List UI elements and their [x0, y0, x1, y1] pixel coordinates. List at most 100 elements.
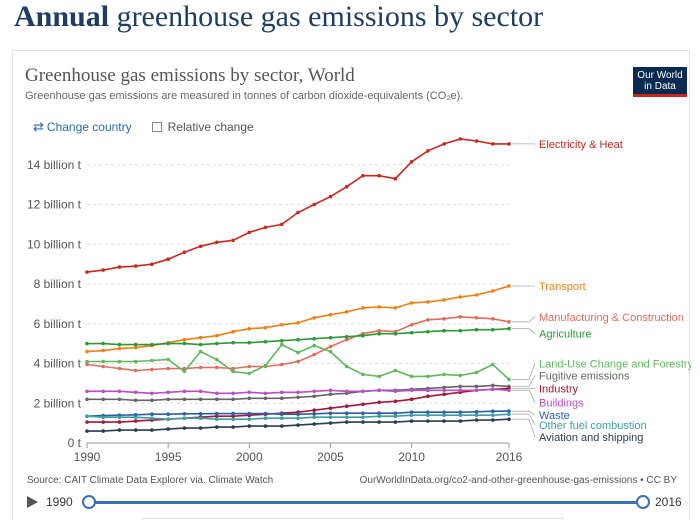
legend-connector: [512, 389, 536, 403]
data-point: [133, 264, 138, 268]
data-point: [150, 428, 154, 432]
data-point: [426, 410, 430, 415]
data-point: [133, 390, 138, 395]
data-point: [215, 414, 219, 419]
data-point: [198, 416, 203, 421]
data-point: [231, 340, 235, 345]
data-point: [296, 337, 300, 342]
data-point: [166, 417, 170, 422]
data-point: [442, 388, 446, 393]
data-point: [101, 359, 105, 364]
data-point: [507, 412, 511, 417]
data-point: [377, 411, 382, 416]
data-point: [85, 362, 89, 367]
owid-logo[interactable]: Our World in Data: [633, 67, 687, 97]
data-point: [393, 411, 398, 416]
data-point: [280, 222, 284, 227]
data-point: [312, 343, 317, 348]
data-point: [344, 184, 349, 189]
data-point: [85, 397, 89, 402]
data-point: [507, 409, 511, 414]
timeline-start-handle[interactable]: [82, 495, 96, 509]
page-heading-bold: Annual: [14, 0, 110, 33]
data-point: [344, 411, 349, 416]
data-point: [166, 366, 170, 371]
data-point: [409, 160, 414, 164]
data-point: [182, 416, 187, 421]
data-point: [426, 300, 430, 304]
data-point: [442, 410, 446, 415]
data-point: [296, 350, 300, 355]
data-point: [344, 364, 349, 369]
data-point: [166, 412, 170, 417]
data-point: [247, 371, 252, 376]
data-point: [133, 368, 138, 373]
data-point: [377, 400, 382, 405]
data-point: [426, 149, 430, 153]
data-point: [442, 392, 446, 397]
data-point: [361, 372, 365, 377]
data-point: [491, 142, 495, 146]
x-tick-label: 2000: [236, 450, 263, 464]
data-point: [458, 388, 463, 393]
data-point: [474, 384, 479, 389]
data-point: [361, 420, 365, 424]
data-point: [101, 429, 105, 433]
data-point: [85, 270, 89, 274]
data-point: [280, 390, 284, 395]
x-tick-label: 2005: [317, 450, 344, 464]
data-point: [474, 388, 479, 393]
data-point: [312, 412, 317, 416]
data-point: [409, 301, 414, 305]
data-point: [507, 377, 511, 382]
timeline-track[interactable]: [89, 501, 643, 504]
data-point: [182, 341, 187, 346]
data-point: [442, 328, 446, 333]
data-point: [409, 413, 414, 418]
x-tick-label: 2010: [398, 450, 425, 464]
data-point: [231, 369, 235, 374]
data-point: [344, 310, 349, 314]
data-point: [474, 293, 479, 297]
data-point: [328, 392, 333, 397]
data-point: [231, 417, 235, 422]
timeline-end-handle[interactable]: [636, 495, 650, 509]
play-icon[interactable]: [27, 496, 38, 508]
data-point: [426, 394, 430, 399]
data-point: [344, 404, 349, 409]
data-point: [361, 411, 365, 416]
data-point: [344, 334, 349, 339]
timeline-start-year: 1990: [46, 495, 73, 509]
legend-connector: [512, 316, 536, 323]
data-point: [133, 359, 138, 364]
data-point: [296, 416, 300, 421]
data-point: [328, 194, 333, 199]
data-point: [215, 240, 219, 245]
data-point: [458, 413, 463, 418]
relative-change-toggle[interactable]: Relative change: [151, 120, 254, 134]
data-point: [231, 366, 235, 371]
data-point: [312, 316, 317, 320]
data-point: [247, 411, 252, 416]
source-url-link[interactable]: OurWorldInData.org/co2-and-other-greenho…: [359, 475, 677, 486]
data-point: [182, 426, 187, 430]
relative-change-checkbox[interactable]: [151, 122, 162, 132]
data-point: [198, 426, 203, 430]
data-point: [117, 342, 122, 347]
data-point: [101, 420, 105, 424]
data-point: [458, 295, 463, 299]
data-point: [328, 388, 333, 393]
data-point: [215, 425, 219, 429]
data-point: [393, 306, 398, 310]
data-point: [198, 389, 203, 394]
data-point: [117, 428, 122, 432]
change-country-button[interactable]: ⇄ Change country: [33, 119, 132, 135]
change-country-label: Change country: [46, 120, 132, 134]
legend-label: Waste: [539, 410, 570, 422]
data-point: [215, 341, 219, 346]
timeline-end-year: 2016: [655, 495, 682, 509]
data-point: [442, 372, 446, 377]
x-tick-label: 1995: [155, 450, 182, 464]
data-point: [458, 419, 463, 423]
data-point: [231, 414, 235, 419]
